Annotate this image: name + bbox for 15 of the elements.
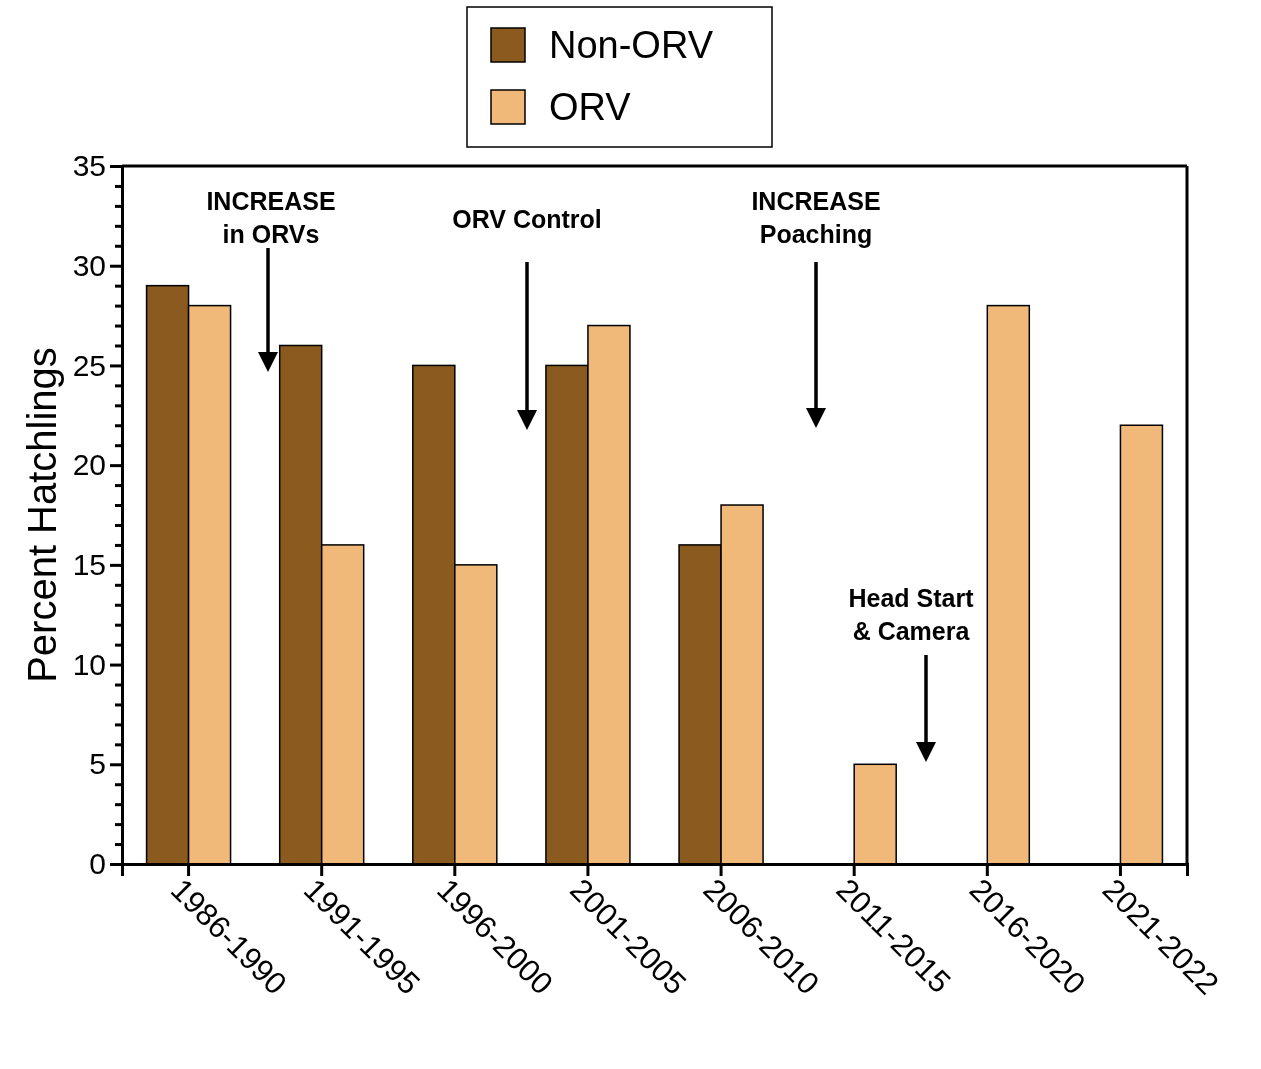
y-tick-label: 25: [72, 348, 106, 382]
legend-label: Non-ORV: [549, 24, 714, 66]
annotation: INCREASE Poaching: [751, 187, 881, 248]
legend-label: ORV: [549, 86, 632, 128]
y-tick-label: 5: [89, 747, 106, 781]
y-tick-label: 20: [72, 448, 106, 482]
y-tick-label: 0: [89, 847, 106, 881]
annotation: ORV Control: [452, 205, 602, 233]
y-tick-label: 15: [72, 547, 106, 581]
annotation: Head Start & Camera: [848, 584, 975, 645]
y-tick-label: 10: [72, 647, 106, 681]
annotation: INCREASE in ORVs: [206, 187, 336, 248]
y-tick-label: 35: [72, 149, 106, 183]
y-tick-label: 30: [72, 248, 106, 282]
y-axis-title: Percent Hatchlings: [20, 347, 64, 683]
